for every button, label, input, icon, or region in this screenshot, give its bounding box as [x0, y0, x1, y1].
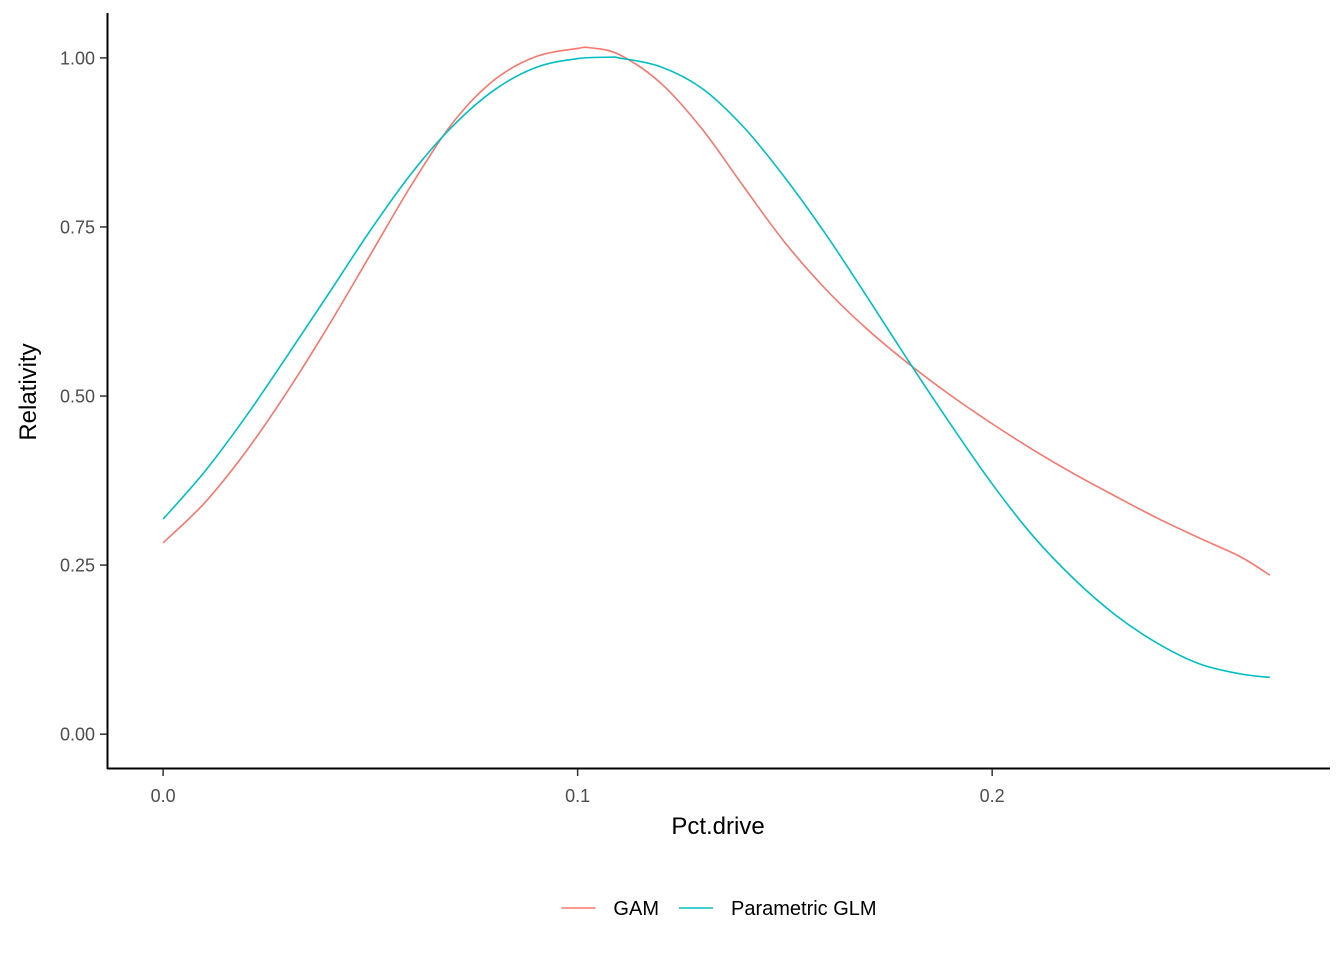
y-axis-title: Relativity	[15, 343, 42, 440]
axes-layer	[106, 13, 1330, 770]
legend-label-gam: GAM	[613, 898, 659, 920]
series-layer	[162, 46, 1271, 679]
y-tick-label: 0.75	[60, 217, 95, 237]
y-tick-label: 1.00	[60, 48, 95, 68]
series-line-gam	[162, 46, 1271, 576]
x-tick-label: 0.0	[151, 786, 176, 806]
legend: GAM Parametric GLM	[561, 898, 877, 920]
y-tick-label: 0.25	[60, 556, 95, 576]
y-tick-label: 0.00	[60, 725, 95, 745]
x-axis-title: Pct.drive	[671, 813, 764, 840]
x-tick-label: 0.1	[565, 786, 590, 806]
legend-label-parametric-glm: Parametric GLM	[731, 898, 877, 920]
y-ticks: 0.00 0.25 0.50 0.75 1.00	[60, 48, 107, 745]
series-line-parametric-glm	[162, 56, 1270, 679]
x-tick-label: 0.2	[980, 786, 1005, 806]
x-ticks: 0.0 0.1 0.2	[151, 769, 1005, 806]
y-tick-label: 0.50	[60, 387, 95, 407]
